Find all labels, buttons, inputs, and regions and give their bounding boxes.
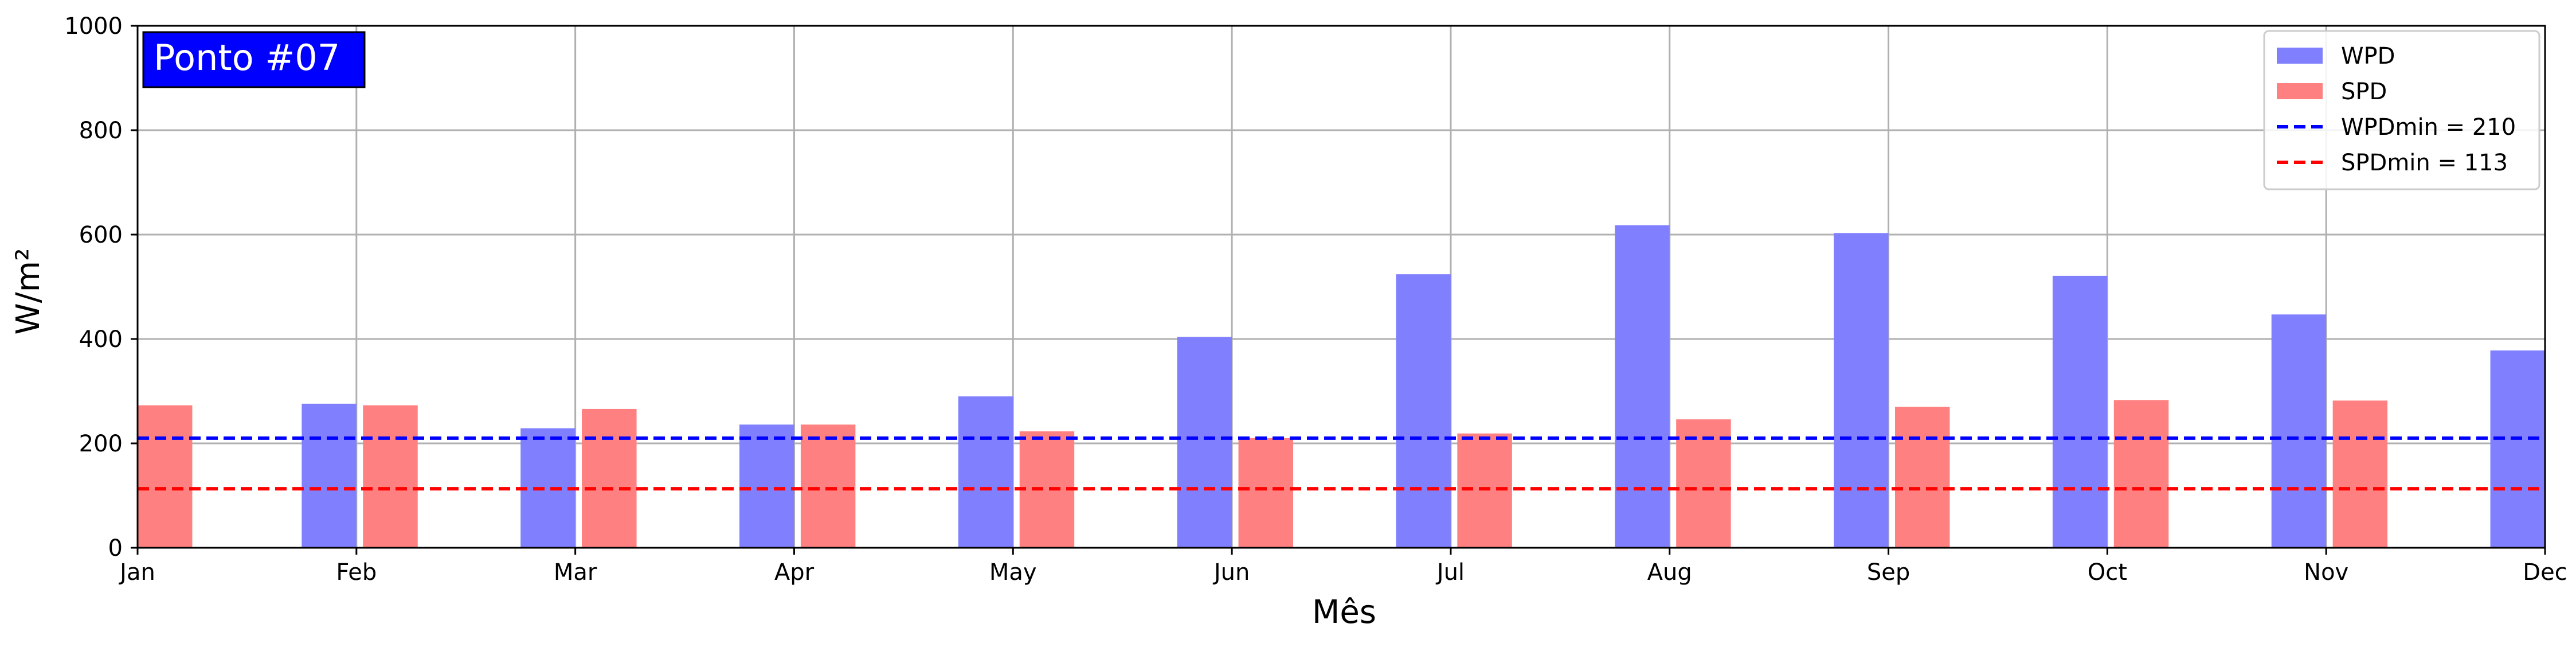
spd-bar [2113, 400, 2169, 548]
legend-label-spdmin: SPDmin = 113 [2341, 150, 2508, 176]
wpd-bar [2271, 314, 2327, 548]
x-tick-label: Dec [2523, 559, 2567, 586]
y-tick-label: 800 [79, 118, 123, 144]
x-tick-label: Apr [774, 559, 815, 586]
x-tick-label: Nov [2304, 559, 2348, 586]
spd-bar [582, 408, 637, 548]
x-tick-label: Sep [1867, 559, 1910, 586]
legend-swatch-spd [2277, 83, 2323, 99]
x-tick-label: Feb [336, 559, 377, 586]
reference-lines [138, 436, 2545, 491]
legend-label-spd: SPD [2341, 79, 2387, 105]
x-tick-label: Jun [1212, 559, 1250, 586]
chart-title: Ponto #07 [154, 37, 340, 79]
x-axis-label: Mês [1312, 594, 1376, 631]
legend-label-wpdmin: WPDmin = 210 [2341, 114, 2516, 141]
wpd-bar [739, 424, 794, 548]
wpd-bar [1396, 274, 1451, 548]
spd-bar [1019, 431, 1075, 548]
x-tick-label: Jan [118, 559, 155, 586]
spd-bar [363, 405, 418, 548]
spd-bar [1457, 433, 1512, 548]
spd-bar [2332, 400, 2388, 548]
wpd-bar [302, 403, 357, 548]
spd-bar [1676, 419, 1731, 548]
legend: WPD SPD WPDmin = 210 SPDmin = 113 [2263, 30, 2540, 190]
legend-frame [2263, 30, 2540, 190]
wpd-bar [2052, 275, 2108, 548]
wpd-bar [520, 428, 576, 548]
wpd-bar [1177, 337, 1232, 548]
y-tick-label: 600 [79, 222, 123, 248]
wpd-bar [2490, 350, 2545, 548]
legend-label-wpd: WPD [2341, 43, 2395, 69]
y-tick-label: 400 [79, 326, 123, 353]
spd-bar [138, 405, 193, 548]
title-box-background [142, 31, 366, 88]
y-tick-label: 0 [108, 535, 123, 562]
legend-swatch-wpd [2277, 48, 2323, 64]
spd-bar [1895, 407, 1950, 548]
y-tick-label: 1000 [64, 13, 123, 40]
spd-bar [1238, 438, 1293, 548]
y-tick-label: 200 [79, 431, 123, 457]
spd-bar [800, 424, 856, 548]
x-tick-label: Mar [554, 559, 597, 586]
axis-ticks: 0 200 400 600 800 1000 Jan Feb Mar Apr May Jun Jul Au… [64, 13, 2567, 586]
wpd-bar [958, 396, 1013, 548]
x-tick-label: Jul [1435, 559, 1465, 586]
x-tick-label: Oct [2088, 559, 2127, 586]
title-box: Ponto #07 [142, 31, 366, 88]
x-tick-label: Aug [1647, 559, 1692, 586]
bars [138, 225, 2545, 548]
plot-frame [136, 25, 2546, 549]
y-axis-label: W/m² [10, 248, 47, 334]
wpd-bar [1615, 225, 1670, 548]
wpd-bar [1834, 233, 1889, 548]
x-tick-label: May [989, 559, 1037, 586]
